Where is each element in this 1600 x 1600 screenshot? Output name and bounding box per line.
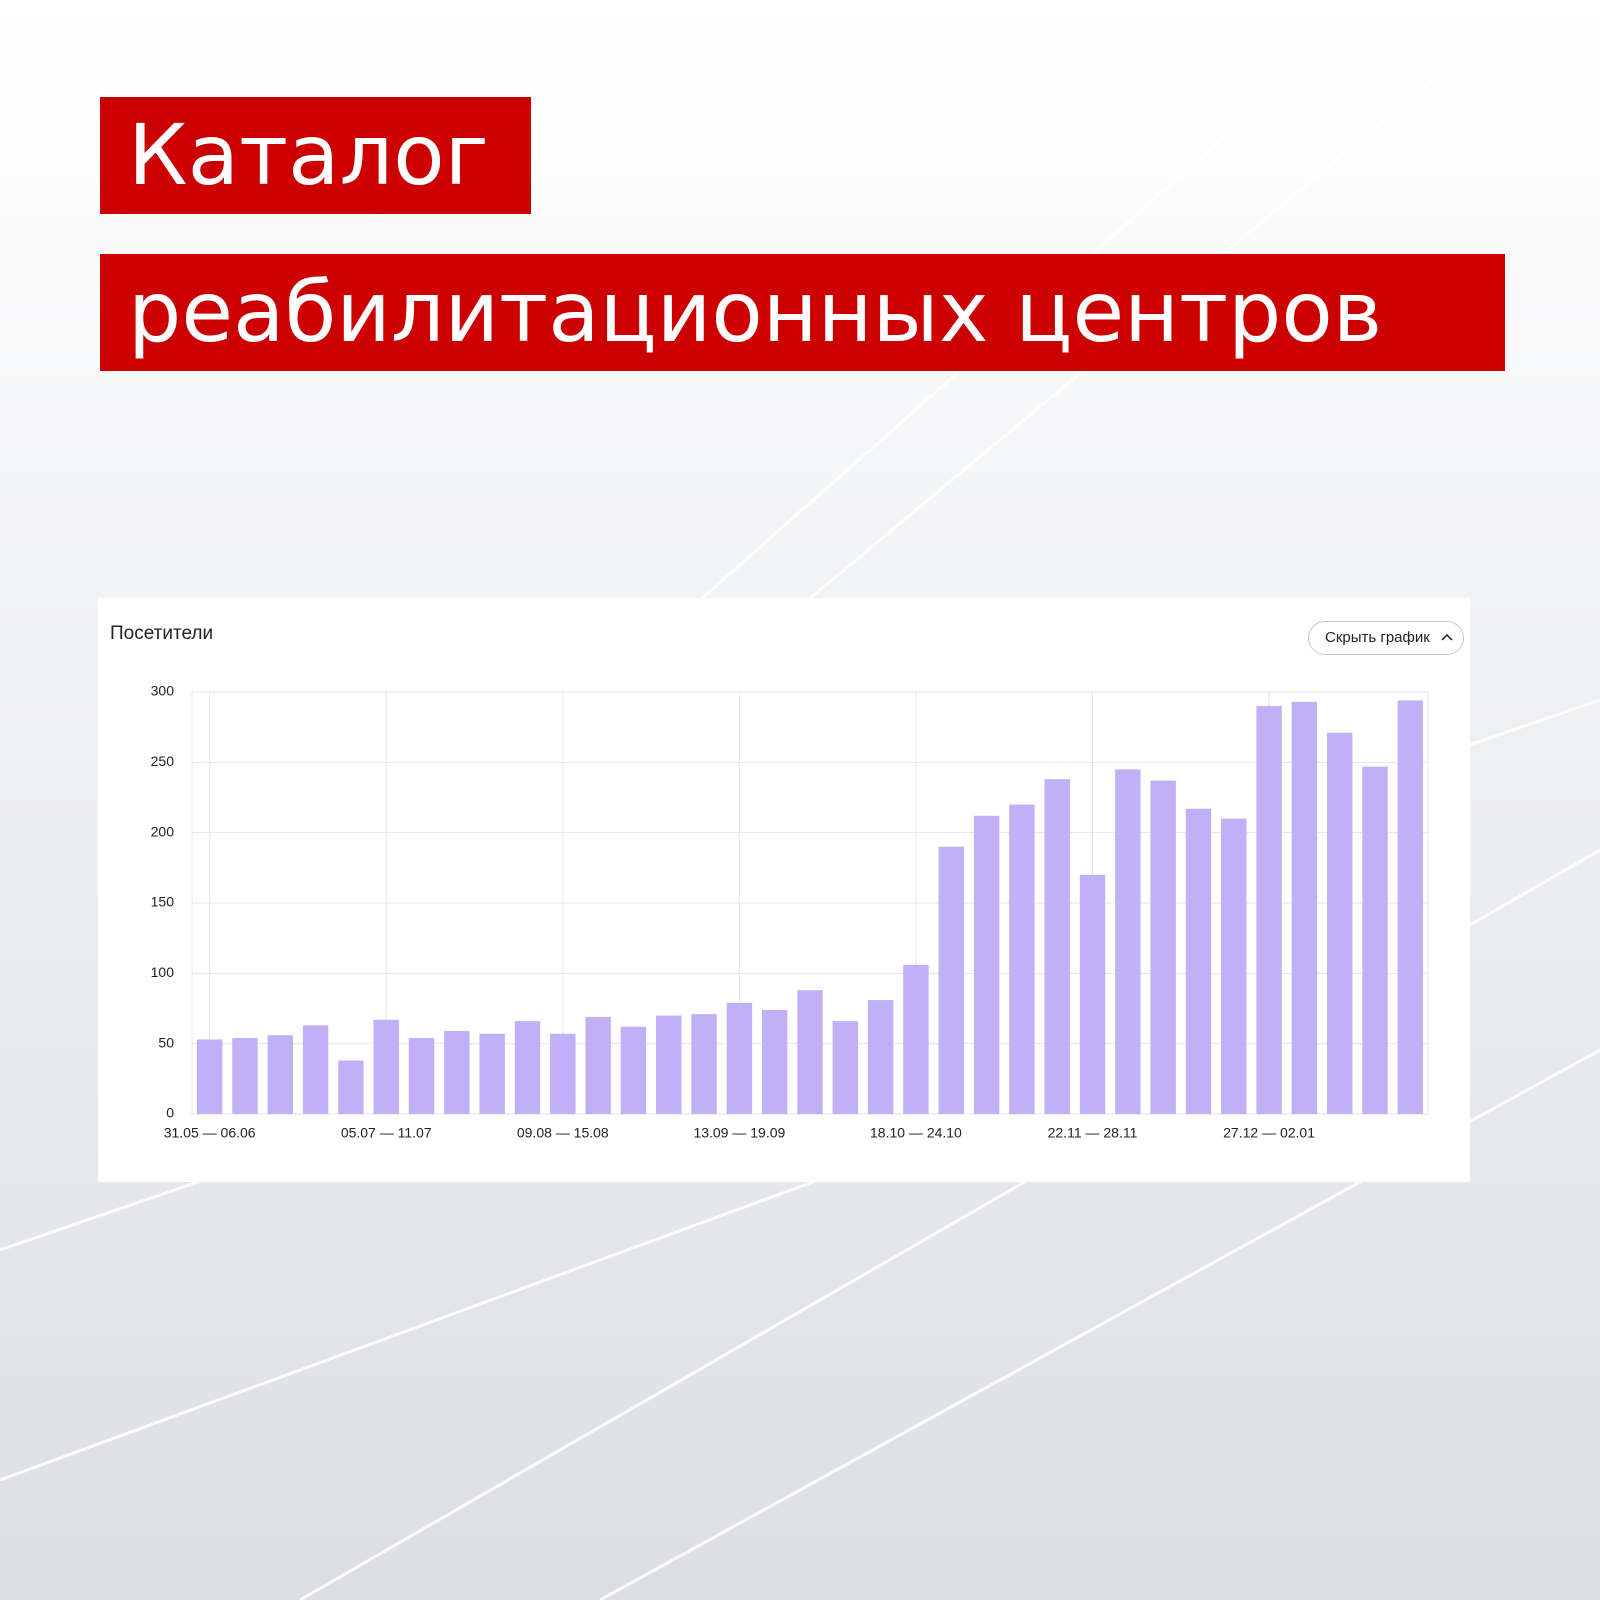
bar (408, 1038, 435, 1114)
bar (267, 1035, 293, 1114)
bar (1397, 700, 1424, 1114)
bar (903, 964, 929, 1114)
bar (514, 1021, 541, 1114)
bar (1256, 706, 1282, 1114)
bar (1115, 769, 1141, 1114)
title-line-1: Каталог (100, 97, 531, 214)
bar (585, 1016, 611, 1114)
bar (973, 815, 1000, 1114)
y-tick-label: 250 (151, 753, 175, 769)
bar (1185, 808, 1212, 1114)
y-tick-label: 50 (158, 1034, 174, 1050)
x-tick-label: 13.09 — 19.09 (693, 1125, 785, 1141)
bar (302, 1025, 329, 1114)
bar (1044, 779, 1070, 1114)
bar (620, 1026, 647, 1114)
y-tick-label: 300 (151, 683, 175, 699)
bar (479, 1033, 505, 1114)
y-tick-label: 100 (151, 964, 175, 980)
bar (761, 1009, 788, 1114)
x-tick-label: 18.10 — 24.10 (870, 1125, 962, 1141)
bar (1362, 766, 1388, 1114)
bar (1150, 780, 1176, 1114)
x-tick-label: 27.12 — 02.01 (1223, 1125, 1315, 1141)
y-tick-label: 150 (151, 894, 175, 910)
y-tick-label: 200 (151, 823, 175, 839)
bar (938, 846, 964, 1114)
bar (656, 1015, 682, 1114)
bar (1221, 818, 1247, 1114)
title-line-2: реабилитационных центров (100, 254, 1505, 371)
bar (1079, 874, 1106, 1114)
bar (1327, 732, 1353, 1114)
bar (832, 1021, 859, 1114)
y-tick-label: 0 (166, 1105, 174, 1121)
bar (867, 1000, 894, 1114)
chevron-icon (1441, 633, 1453, 641)
x-tick-label: 31.05 — 06.06 (164, 1125, 256, 1141)
bar (1291, 701, 1318, 1114)
bar (338, 1060, 364, 1114)
chart: Посетители 0 50 100 150 200 250 300 31.05 — 06.… (110, 623, 1429, 1141)
x-tick-label: 09.08 — 15.08 (517, 1125, 609, 1141)
bar (797, 990, 823, 1114)
bar (196, 1039, 223, 1114)
hide-chart-button[interactable]: Скрыть график (1308, 621, 1464, 655)
bar (232, 1038, 258, 1114)
bar (550, 1033, 576, 1114)
chart-panel: Посетители 0 50 100 150 200 250 300 31.05 — 06.… (98, 598, 1470, 1182)
bar (444, 1031, 470, 1114)
bar (726, 1002, 753, 1114)
chart-title: Посетители (110, 623, 213, 644)
x-tick-label: 22.11 — 28.11 (1048, 1125, 1138, 1141)
bar (1009, 804, 1035, 1114)
button-label: Скрыть график (1325, 629, 1430, 646)
bar (691, 1014, 717, 1114)
x-tick-label: 05.07 — 11.07 (341, 1125, 432, 1141)
bar (373, 1019, 399, 1114)
